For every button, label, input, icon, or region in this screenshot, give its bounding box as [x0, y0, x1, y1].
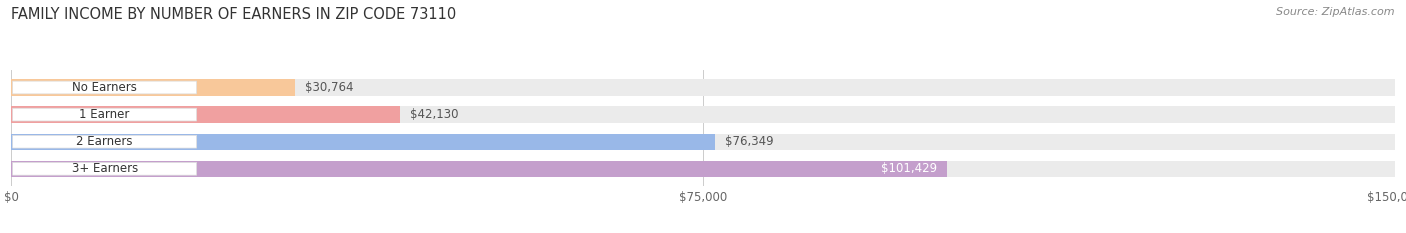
FancyBboxPatch shape	[13, 162, 197, 175]
FancyBboxPatch shape	[13, 135, 197, 148]
Text: 3+ Earners: 3+ Earners	[72, 162, 138, 175]
Text: 2 Earners: 2 Earners	[76, 135, 134, 148]
Text: Source: ZipAtlas.com: Source: ZipAtlas.com	[1277, 7, 1395, 17]
Bar	[11, 134, 1395, 150]
Text: $101,429: $101,429	[882, 162, 936, 175]
Text: No Earners: No Earners	[72, 81, 136, 94]
Bar	[11, 79, 1395, 96]
Text: $76,349: $76,349	[725, 135, 773, 148]
Bar	[11, 106, 1395, 123]
Bar	[11, 134, 716, 150]
Text: $30,764: $30,764	[305, 81, 353, 94]
Bar	[11, 106, 399, 123]
Bar	[11, 161, 946, 177]
Text: FAMILY INCOME BY NUMBER OF EARNERS IN ZIP CODE 73110: FAMILY INCOME BY NUMBER OF EARNERS IN ZI…	[11, 7, 457, 22]
Text: 1 Earner: 1 Earner	[80, 108, 129, 121]
Bar	[11, 161, 1395, 177]
FancyBboxPatch shape	[13, 108, 197, 121]
FancyBboxPatch shape	[13, 81, 197, 94]
Bar	[11, 79, 295, 96]
Text: $42,130: $42,130	[409, 108, 458, 121]
